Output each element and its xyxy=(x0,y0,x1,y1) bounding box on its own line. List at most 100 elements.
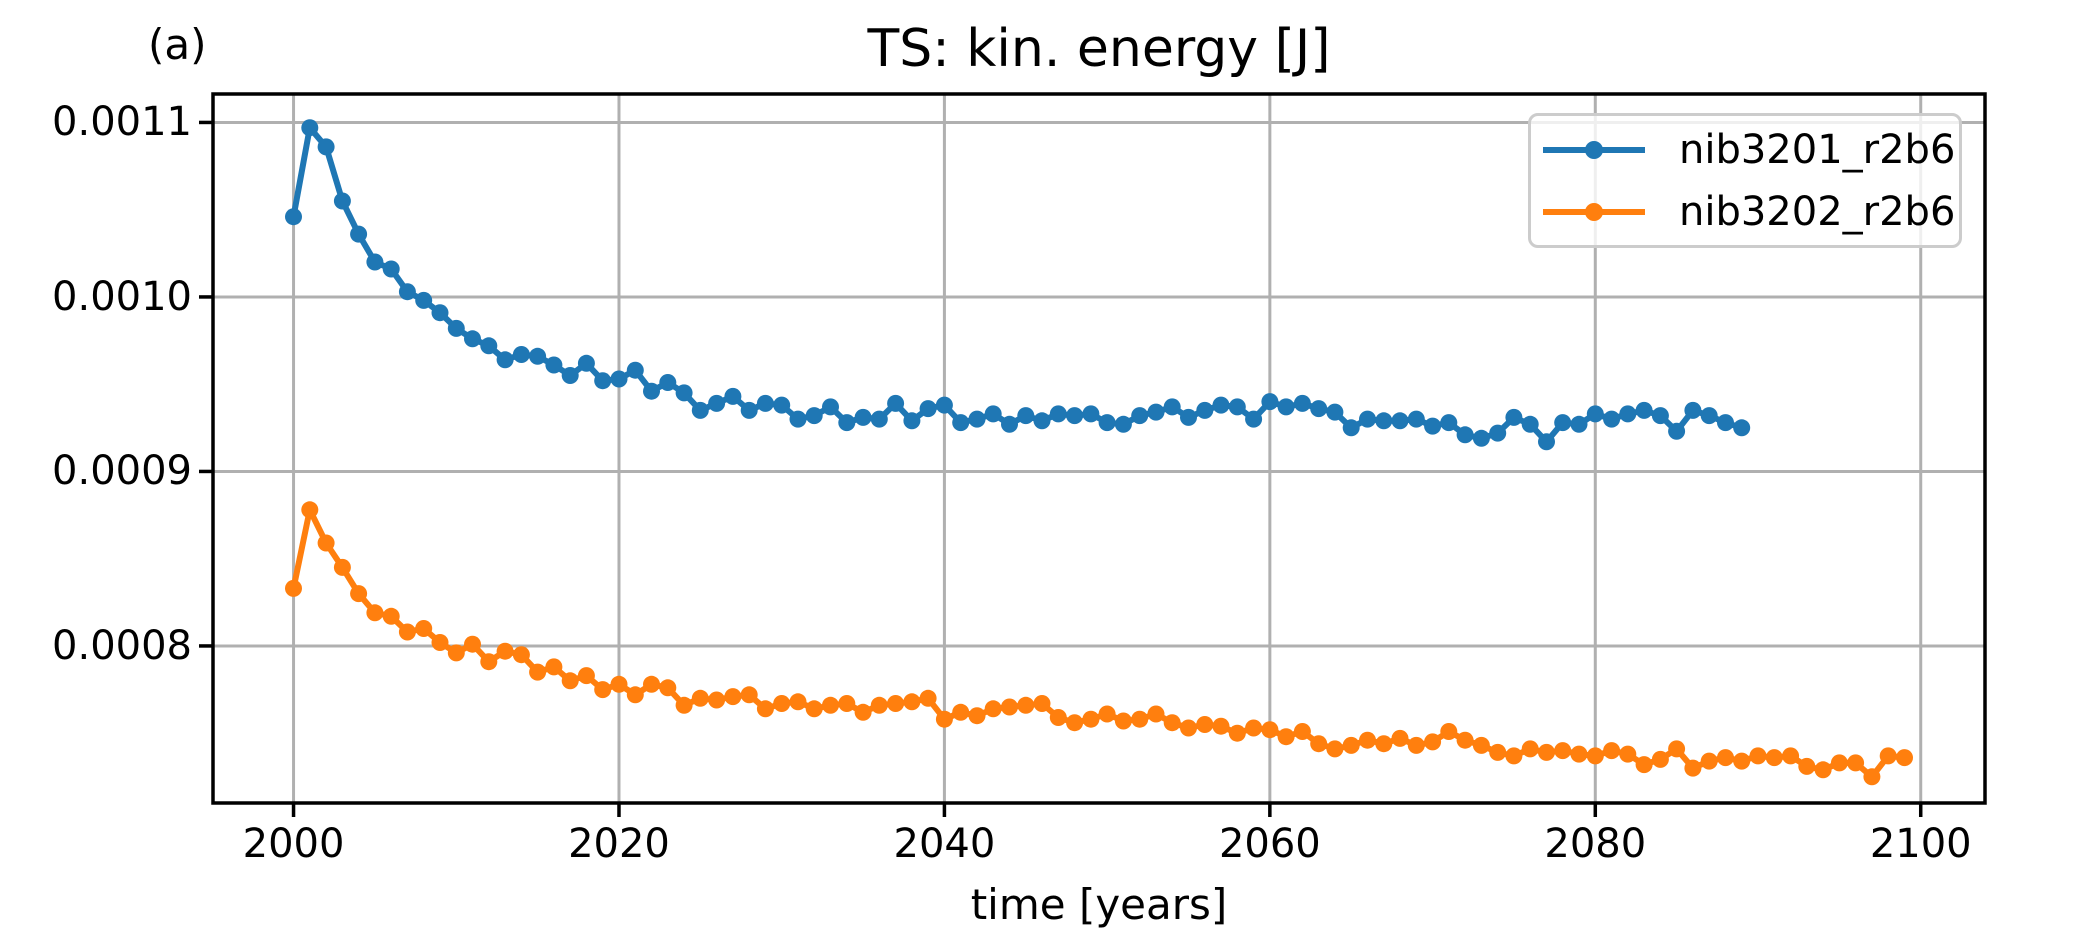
data-point xyxy=(1066,714,1084,732)
data-point xyxy=(1424,417,1442,435)
data-point xyxy=(740,686,758,704)
data-point xyxy=(577,667,595,685)
data-point xyxy=(1472,736,1490,754)
legend-item-nib3202_r2b6: nib3202_r2b6 xyxy=(1531,181,1959,243)
data-point xyxy=(529,663,547,681)
data-point xyxy=(1521,415,1539,433)
data-point xyxy=(838,414,856,432)
data-point xyxy=(398,623,416,641)
data-point xyxy=(1407,410,1425,428)
data-point xyxy=(529,347,547,365)
data-point xyxy=(675,384,693,402)
x-tick-label: 2000 xyxy=(242,821,345,867)
data-point xyxy=(626,361,644,379)
data-point xyxy=(1180,719,1197,737)
data-point xyxy=(1261,393,1279,411)
data-point xyxy=(545,356,563,374)
data-point xyxy=(464,635,481,653)
data-point xyxy=(1814,761,1832,779)
data-point xyxy=(805,407,823,425)
data-point xyxy=(1375,735,1393,753)
data-point xyxy=(1342,736,1360,754)
data-point xyxy=(1635,756,1653,774)
data-point xyxy=(1114,415,1132,433)
legend: nib3201_r2b6 nib3202_r2b6 xyxy=(1528,113,1962,248)
data-point xyxy=(1603,742,1621,760)
data-point xyxy=(756,394,774,412)
data-point xyxy=(1098,705,1116,723)
data-point xyxy=(675,696,693,714)
data-point xyxy=(740,401,758,419)
data-point xyxy=(1586,747,1604,765)
data-point xyxy=(887,695,905,712)
data-point xyxy=(1668,422,1686,440)
data-point xyxy=(1049,709,1067,726)
data-point xyxy=(1326,740,1344,758)
data-point xyxy=(382,260,400,278)
data-point xyxy=(447,644,465,662)
data-point xyxy=(1147,705,1165,723)
data-point xyxy=(1245,719,1263,737)
data-point xyxy=(805,700,823,718)
data-point xyxy=(789,693,807,711)
series-line-nib3201_r2b6 xyxy=(290,124,1745,445)
data-point xyxy=(1554,414,1572,432)
data-point xyxy=(480,653,498,671)
x-tick-label: 2060 xyxy=(1218,821,1321,867)
data-point xyxy=(1733,752,1751,770)
data-point xyxy=(984,700,1002,718)
data-point xyxy=(935,396,953,414)
data-point xyxy=(350,585,368,603)
data-point xyxy=(610,675,628,693)
data-point xyxy=(708,394,726,412)
data-point xyxy=(1326,403,1344,421)
data-point xyxy=(1293,394,1311,412)
data-point xyxy=(1651,750,1669,768)
data-point xyxy=(659,374,677,391)
data-point xyxy=(1277,398,1295,416)
data-point xyxy=(1098,414,1116,432)
data-point xyxy=(773,695,791,712)
data-point xyxy=(1228,724,1246,742)
data-point xyxy=(1521,740,1539,758)
data-point xyxy=(1391,729,1409,747)
data-point xyxy=(626,686,644,704)
data-point xyxy=(903,412,921,430)
data-point xyxy=(870,410,888,428)
data-point xyxy=(1896,749,1913,767)
data-point xyxy=(1619,405,1637,423)
data-point xyxy=(887,394,905,412)
data-point xyxy=(1082,710,1100,728)
legend-line-sample xyxy=(1543,140,1645,159)
data-point xyxy=(1749,747,1767,765)
data-point xyxy=(1538,743,1555,761)
data-point xyxy=(480,337,498,355)
x-axis-label: time [years] xyxy=(970,880,1228,929)
data-point xyxy=(1733,419,1751,437)
data-point xyxy=(285,208,302,226)
data-point xyxy=(1456,426,1474,444)
data-point xyxy=(1798,757,1816,775)
data-point xyxy=(919,689,937,707)
data-point xyxy=(496,642,514,660)
data-point xyxy=(382,607,400,625)
data-point xyxy=(1717,749,1734,767)
data-point xyxy=(1684,759,1702,777)
data-point xyxy=(301,501,319,519)
data-point xyxy=(659,679,677,697)
data-point xyxy=(952,414,970,432)
data-point xyxy=(333,192,351,210)
data-point xyxy=(285,579,302,597)
data-point xyxy=(1293,723,1311,740)
data-point xyxy=(1456,731,1474,749)
data-point xyxy=(1635,401,1653,419)
data-point xyxy=(350,225,368,243)
legend-label: nib3202_r2b6 xyxy=(1679,188,1956,235)
data-point xyxy=(1424,733,1442,751)
data-point xyxy=(431,634,449,651)
data-point xyxy=(1131,407,1149,425)
data-point xyxy=(773,396,791,414)
data-point xyxy=(870,696,888,714)
data-point xyxy=(1196,716,1214,733)
data-point xyxy=(789,410,807,428)
